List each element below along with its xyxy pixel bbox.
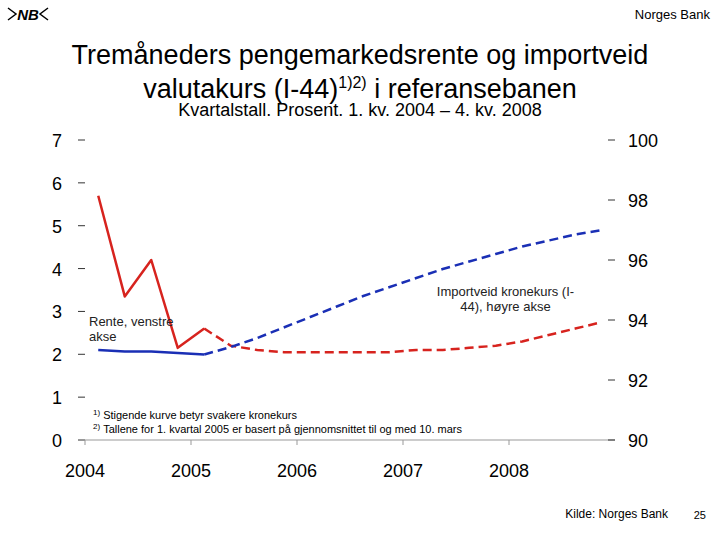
y2-tick <box>608 200 615 201</box>
series-line <box>204 322 602 352</box>
y2-tick <box>608 380 615 381</box>
x-tick-label: 2004 <box>65 461 105 481</box>
footnote-text: Stigende kurve betyr svakere kronekurs <box>103 409 297 421</box>
y2-tick-label: 94 <box>628 311 648 331</box>
x-tick-label: 2005 <box>171 461 211 481</box>
series-line <box>204 230 602 355</box>
x-tick-label: 2008 <box>489 461 529 481</box>
y-tick-label: 2 <box>52 345 62 365</box>
y-tick <box>78 225 85 226</box>
x-tick <box>509 440 510 445</box>
header: Norges Bank <box>635 7 711 22</box>
footnote: 1)Stigende kurve betyr svakere kronekurs <box>93 408 297 421</box>
logo: NB <box>8 6 48 23</box>
page-number: 25 <box>694 509 706 521</box>
y2-tick-label: 98 <box>628 191 648 211</box>
axes: 0 1 2 3 4 5 6 7 90 92 94 96 98 100 2004 2005 2006 2007 200… <box>52 131 658 481</box>
y2-tick-label: 100 <box>628 131 658 151</box>
x-tick-label: 2006 <box>277 461 317 481</box>
y-tick-label: 6 <box>52 174 62 194</box>
x-tick <box>403 440 404 445</box>
y-tick <box>78 140 85 141</box>
y-tick-label: 3 <box>52 302 62 322</box>
y-tick <box>78 354 85 355</box>
y2-tick <box>608 260 615 261</box>
footnote-mark: 2) <box>93 422 100 431</box>
x-tick-label: 2007 <box>383 461 423 481</box>
y-tick-label: 1 <box>52 388 62 408</box>
page: {"chart_data": { "type": "line", "header… <box>0 0 720 540</box>
y-tick <box>78 311 85 312</box>
x-tick <box>85 440 86 445</box>
x-tick <box>191 440 192 445</box>
x-axis-line <box>85 440 615 441</box>
y-tick-label: 4 <box>52 260 62 280</box>
y2-tick <box>608 140 615 141</box>
y2-tick <box>608 440 615 441</box>
series-label: Importveid kronekurs (I-44), høyre akse <box>433 284 578 314</box>
y2-tick-label: 96 <box>628 251 648 271</box>
series-line <box>98 350 204 355</box>
logo-text: NB <box>17 6 39 23</box>
y2-tick-label: 90 <box>628 431 648 451</box>
y-tick <box>78 440 85 441</box>
y-tick-label: 0 <box>52 431 62 451</box>
subtitle: Kvartalstall. Prosent. 1. kv. 2004 – 4. … <box>30 100 690 121</box>
y-tick-label: 7 <box>52 131 62 151</box>
y-tick <box>78 182 85 183</box>
footnote-text: Tallene for 1. kvartal 2005 er basert på… <box>103 423 462 435</box>
y-tick <box>78 268 85 269</box>
y-tick <box>78 397 85 398</box>
source: Kilde: Norges Bank <box>565 507 669 521</box>
y2-tick <box>608 320 615 321</box>
title: Tremåneders pengemarkedsrente og importv… <box>30 38 690 106</box>
y2-tick-label: 92 <box>628 371 648 391</box>
lines <box>98 196 602 355</box>
footnote: 2)Tallene for 1. kvartal 2005 er basert … <box>93 422 463 435</box>
series-label: Rente, venstre akse <box>89 314 179 344</box>
footnote-mark: 1) <box>93 408 100 417</box>
y-tick-label: 5 <box>52 217 62 237</box>
x-tick <box>297 440 298 445</box>
